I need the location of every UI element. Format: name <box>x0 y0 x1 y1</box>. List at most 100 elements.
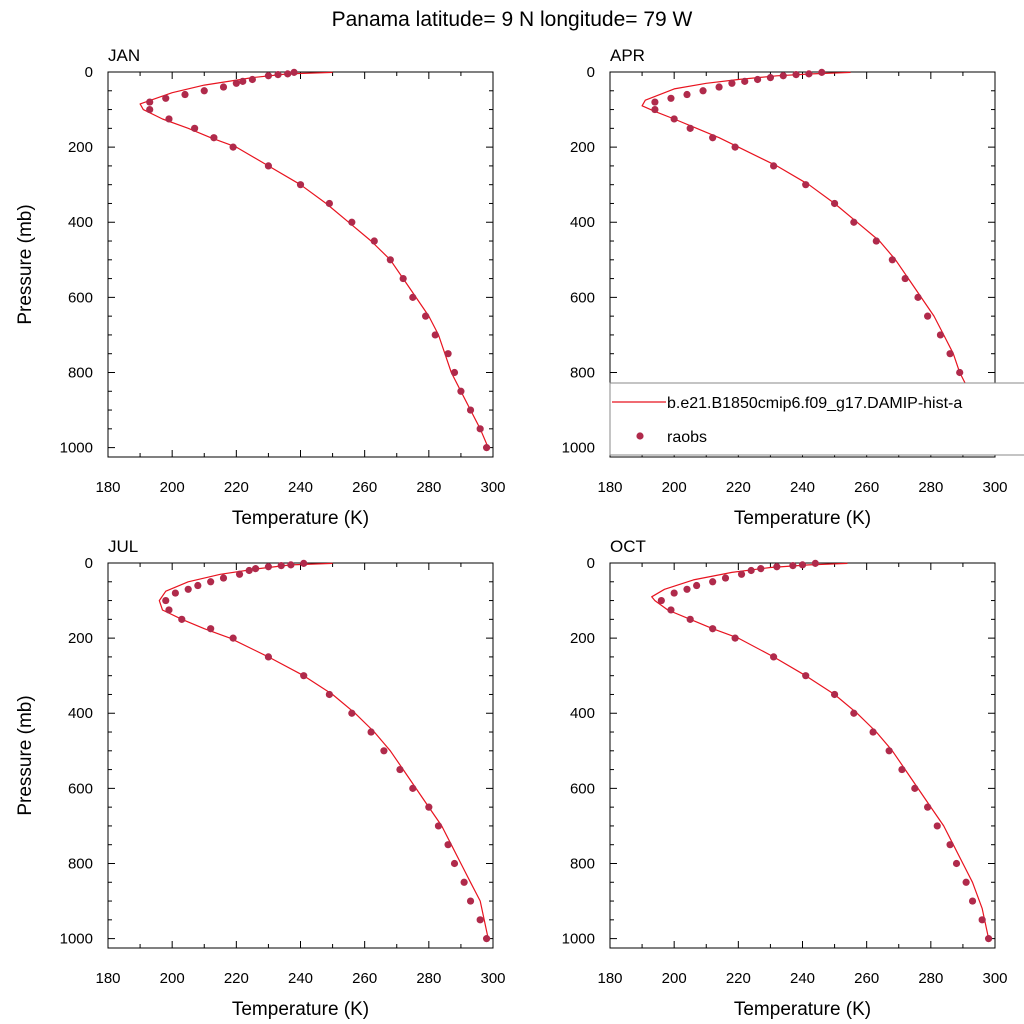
panel-jan-raobs-point <box>232 79 240 87</box>
panel-jan-raobs-point <box>248 75 256 84</box>
panel-oct-raobs-point <box>757 565 765 573</box>
panel-jan-raobs-point <box>348 218 356 226</box>
panel-oct-x-axis-label: Temperature (K) <box>734 999 871 1020</box>
panel-apr-raobs-point <box>936 331 945 339</box>
panel-jul-raobs-point <box>235 570 244 578</box>
panel-oct-title: OCT <box>610 537 646 556</box>
panel-jul-raobs-point <box>287 561 295 569</box>
panel-oct-raobs-point <box>830 690 839 699</box>
y-tick-label: 400 <box>68 214 93 231</box>
panel-oct-raobs-point <box>683 585 691 593</box>
panel-oct-raobs-point <box>898 765 906 774</box>
panel-apr-raobs-point <box>683 90 691 99</box>
panel-jan-raobs-point <box>264 162 273 170</box>
y-tick-label: 400 <box>570 214 595 231</box>
y-tick-label: 800 <box>570 855 595 872</box>
panel-oct-raobs-point <box>850 709 858 717</box>
x-tick-label: 200 <box>160 970 185 987</box>
panel-jul-raobs-point <box>165 606 173 614</box>
panel-jul-raobs-point <box>264 563 273 571</box>
panel-jul-raobs-point <box>194 581 202 590</box>
panel-jan-raobs-point <box>210 134 218 142</box>
y-tick-label: 800 <box>68 855 93 872</box>
panel-jan-raobs-point <box>162 94 170 102</box>
panel-jan-raobs-point <box>466 406 475 414</box>
panel-oct-frame <box>609 562 996 949</box>
panel-oct-raobs-point <box>984 935 993 943</box>
panel-oct-raobs-point <box>657 596 665 605</box>
y-tick-label: 0 <box>587 64 595 81</box>
x-tick-label: 240 <box>288 479 313 496</box>
panel-oct-raobs-point <box>911 784 919 792</box>
legend: b.e21.B1850cmip6.f09_g17.DAMIP-hist-a ra… <box>609 382 1024 456</box>
y-tick-label: 0 <box>85 555 93 572</box>
panel-jul-raobs-point <box>460 878 468 886</box>
panel-oct-raobs-point <box>770 653 778 661</box>
panel-jul-raobs-point <box>162 596 170 605</box>
x-tick-label: 240 <box>790 479 815 496</box>
panel-jan: 180 200 220 240 260 280 300 0 200 400 600 800 1000 JA… <box>15 46 506 529</box>
panel-jul-y-axis-label: Pressure (mb) <box>15 695 36 815</box>
panel-oct-raobs-point <box>811 559 819 567</box>
x-tick-label: 300 <box>480 970 505 987</box>
panel-jan-raobs-point <box>422 312 430 320</box>
panel-oct-raobs-point <box>802 672 810 680</box>
panel-jul-raobs-point <box>178 615 186 623</box>
panel-jul-raobs-point <box>444 841 452 849</box>
legend-model-label: b.e21.B1850cmip6.f09_g17.DAMIP-hist-a <box>667 395 962 412</box>
panel-apr-title: APR <box>610 46 645 65</box>
panel-jan-raobs-point <box>444 350 452 358</box>
panel-jan-raobs-point <box>284 70 292 78</box>
panel-apr-raobs-point <box>830 199 839 208</box>
panel-apr: 180 200 220 240 260 280 300 0 200 400 600 800 1000 AP… <box>562 46 1008 529</box>
y-tick-label: 1000 <box>562 440 595 457</box>
panel-oct-raobs-point <box>686 615 694 623</box>
panel-jan-raobs-point <box>239 77 247 85</box>
panel-jul-raobs-point <box>219 574 228 582</box>
panel-jul-raobs-point <box>277 562 285 570</box>
panel-jan-raobs-point <box>431 331 439 339</box>
panel-apr-raobs-point <box>818 68 826 76</box>
x-tick-label: 220 <box>224 970 249 987</box>
panel-apr-model-line <box>641 71 996 448</box>
x-tick-label: 280 <box>918 970 943 987</box>
panel-oct-raobs-point <box>952 859 961 868</box>
legend-box <box>609 382 1024 456</box>
panel-jan-raobs-point <box>165 115 173 123</box>
panel-oct-raobs-point <box>968 897 977 905</box>
x-tick-label: 180 <box>597 479 622 496</box>
panels: 180 200 220 240 260 280 300 0 200 400 600 800 1000 JA… <box>15 46 1008 1020</box>
panel-jul-x-axis-label: Temperature (K) <box>232 999 369 1020</box>
panel-apr-raobs-point <box>686 124 694 132</box>
panel-apr-raobs-point <box>802 181 810 189</box>
panel-oct-raobs-point <box>747 566 755 575</box>
x-tick-label: 300 <box>982 479 1007 496</box>
panel-oct-raobs-point <box>667 606 675 614</box>
panel-jul-raobs-point <box>409 784 417 792</box>
panel-jan-frame <box>107 71 494 458</box>
panel-jul-raobs-point <box>396 765 404 774</box>
x-tick-label: 180 <box>95 970 120 987</box>
panel-jul-raobs-point <box>450 859 459 868</box>
panel-jul-raobs-point <box>171 589 179 597</box>
panel-jan-title: JAN <box>108 46 140 65</box>
y-tick-label: 400 <box>570 705 595 722</box>
y-tick-label: 200 <box>570 139 595 156</box>
y-tick-label: 1000 <box>60 931 93 948</box>
panel-apr-raobs-point <box>766 74 775 82</box>
panel-jul-raobs-point <box>184 585 192 593</box>
y-tick-label: 200 <box>570 630 595 647</box>
y-tick-label: 400 <box>68 705 93 722</box>
panel-oct-raobs-point <box>978 916 986 924</box>
x-tick-label: 200 <box>662 970 687 987</box>
panel-jan-raobs-point <box>264 72 273 80</box>
panel-jan-raobs-point <box>457 387 465 395</box>
panel-oct-raobs-point <box>798 561 807 569</box>
panel-apr-raobs-point <box>728 79 736 87</box>
x-tick-label: 220 <box>224 479 249 496</box>
panel-jan-x-axis-label: Temperature (K) <box>232 508 369 529</box>
panel-jul-raobs-point <box>380 747 388 755</box>
panel-oct-raobs-point <box>693 581 701 590</box>
x-tick-label: 180 <box>597 970 622 987</box>
